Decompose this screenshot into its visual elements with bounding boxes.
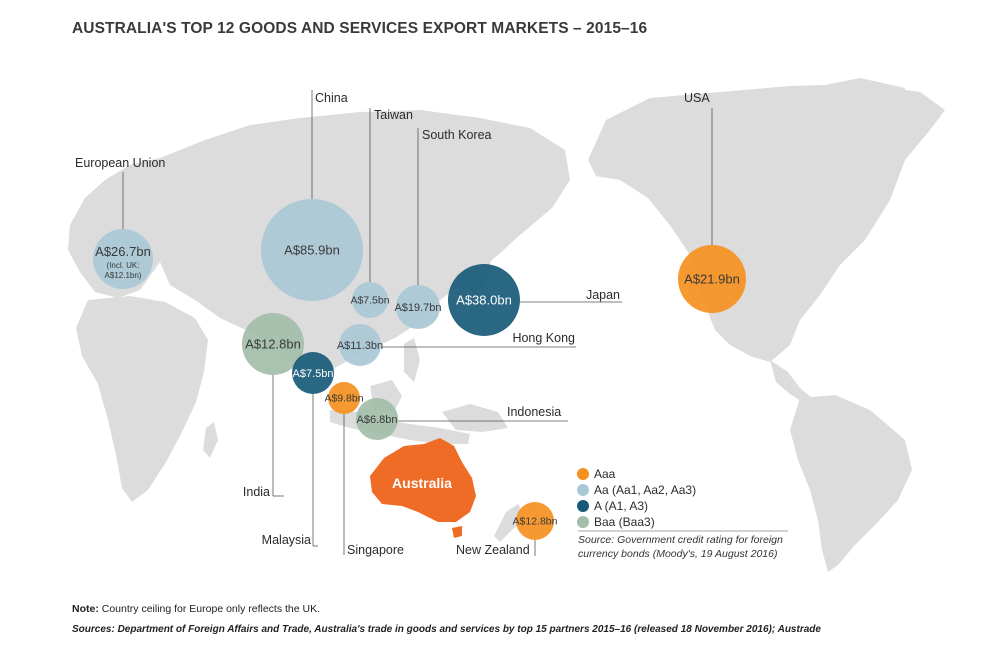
bubble-new-zealand <box>516 502 554 540</box>
legend-source-line-2: currency bonds (Moody's, 19 August 2016) <box>578 548 777 560</box>
country-label-singapore: Singapore <box>347 543 404 557</box>
bubble-value-singapore: A$9.8bn <box>324 393 363 405</box>
bubble-taiwan <box>352 282 388 318</box>
bubble-value-japan: A$38.0bn <box>456 293 512 308</box>
legend-label-aaa: Aaa <box>594 467 616 481</box>
bubble-value-usa: A$21.9bn <box>684 272 740 287</box>
country-label-malaysia: Malaysia <box>262 533 311 547</box>
note-label: Note: <box>72 603 99 615</box>
bubble-usa <box>678 245 746 313</box>
leader-lines <box>122 90 713 556</box>
bubble-value-china: A$85.9bn <box>284 243 340 258</box>
north-america-shape <box>588 84 945 362</box>
bubble-malaysia <box>292 352 334 394</box>
country-label-china: China <box>315 91 348 105</box>
bubble-value-indonesia: A$6.8bn <box>357 414 398 426</box>
legend-label-a: A (A1, A3) <box>594 499 648 513</box>
country-label-european-union: European Union <box>75 156 165 170</box>
asia-shape <box>160 110 570 378</box>
south-america-shape <box>790 395 912 572</box>
legend-label-aa: Aa (Aa1, Aa2, Aa3) <box>594 483 696 497</box>
country-label-india: India <box>243 485 270 499</box>
bubble-value-new-zealand: A$12.8bn <box>513 516 558 528</box>
bubble-subnote-european-union-1: (Incl. UK: <box>107 261 140 270</box>
sources: Sources: Department of Foreign Affairs a… <box>72 624 821 635</box>
country-label-japan: Japan <box>586 288 620 302</box>
bubble-value-malaysia: A$7.5bn <box>293 368 334 380</box>
bubble-value-taiwan: A$7.5bn <box>350 295 389 307</box>
legend-swatch-a <box>577 500 589 512</box>
legend-label-baa: Baa (Baa3) <box>594 515 655 529</box>
legend-swatch-aaa <box>577 468 589 480</box>
legend: Aaa Aa (Aa1, Aa2, Aa3) A (A1, A3) Baa (Baa3… <box>577 467 788 560</box>
australia-shape <box>370 438 476 522</box>
note: Note: Country ceiling for Europe only re… <box>72 603 320 615</box>
legend-swatch-baa <box>577 516 589 528</box>
legend-source-line-1: Source: Government credit rating for for… <box>578 534 783 546</box>
bubble-value-european-union: A$26.7bn <box>95 244 151 259</box>
africa-shape <box>76 296 208 502</box>
country-label-usa: USA <box>684 91 710 105</box>
country-label-indonesia: Indonesia <box>507 405 561 419</box>
greenland-shape <box>800 78 905 140</box>
philippines-shape <box>404 338 420 382</box>
page-title: AUSTRALIA'S TOP 12 GOODS AND SERVICES EX… <box>72 20 648 37</box>
country-label-hong-kong: Hong Kong <box>512 331 575 345</box>
bubble-european-union <box>93 229 153 289</box>
tasmania-shape <box>452 526 462 538</box>
bubble-indonesia <box>356 398 398 440</box>
bubble-value-hong-kong: A$11.3bn <box>337 340 383 352</box>
bubble-china <box>261 199 363 301</box>
market-labels: European Union China Taiwan South Korea Japa… <box>75 91 710 557</box>
bubble-south-korea <box>396 285 440 329</box>
country-label-south-korea: South Korea <box>422 128 492 142</box>
legend-swatch-aa <box>577 484 589 496</box>
australia-label: Australia <box>392 475 452 491</box>
central-america-shape <box>770 360 812 404</box>
new-guinea-shape <box>442 404 508 432</box>
market-bubbles: A$26.7bn (Incl. UK:A$12.1bn) A$85.9bn A$7.5… <box>93 199 746 540</box>
country-label-new-zealand: New Zealand <box>456 543 530 557</box>
bubble-hong-kong <box>339 324 381 366</box>
note-text: Country ceiling for Europe only reflects… <box>98 603 321 615</box>
bubble-japan <box>448 264 520 336</box>
bubble-singapore <box>328 382 360 414</box>
country-label-taiwan: Taiwan <box>374 108 413 122</box>
bubble-value-india: A$12.8bn <box>245 337 301 352</box>
uk-shape <box>80 196 96 226</box>
bubble-india <box>242 313 304 375</box>
bubble-value-south-korea: A$19.7bn <box>394 302 441 314</box>
madagascar-shape <box>203 422 218 458</box>
bubble-subnote-european-union-2: A$12.1bn) <box>105 271 142 280</box>
